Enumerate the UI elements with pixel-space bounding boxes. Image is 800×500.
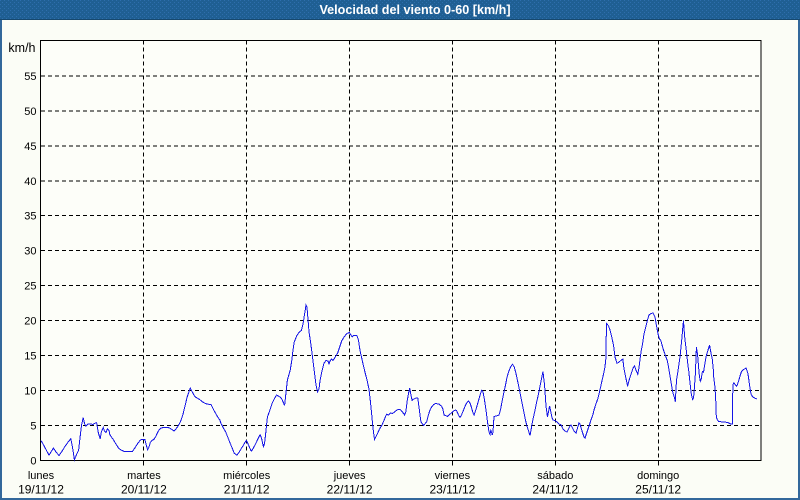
svg-text:15: 15	[24, 351, 36, 363]
svg-text:25: 25	[24, 281, 36, 293]
svg-text:19/11/12: 19/11/12	[18, 483, 64, 497]
svg-text:martes: martes	[127, 470, 161, 482]
svg-text:sábado: sábado	[537, 470, 573, 482]
svg-text:20: 20	[24, 316, 36, 328]
svg-text:30: 30	[24, 246, 36, 258]
svg-text:10: 10	[24, 386, 36, 398]
svg-text:viernes: viernes	[435, 470, 471, 482]
svg-text:40: 40	[24, 176, 36, 188]
svg-text:domingo: domingo	[637, 470, 679, 482]
svg-text:23/11/12: 23/11/12	[429, 483, 475, 497]
svg-text:24/11/12: 24/11/12	[532, 483, 578, 497]
svg-text:50: 50	[24, 106, 36, 118]
svg-text:jueves: jueves	[333, 470, 366, 482]
svg-text:20/11/12: 20/11/12	[121, 483, 167, 497]
svg-text:lunes: lunes	[28, 470, 55, 482]
svg-text:Velocidad del viento 0-60 [km/: Velocidad del viento 0-60 [km/h]	[319, 3, 510, 17]
svg-text:miércoles: miércoles	[223, 470, 271, 482]
svg-text:25/11/12: 25/11/12	[635, 483, 681, 497]
svg-text:5: 5	[30, 420, 36, 432]
svg-text:35: 35	[24, 211, 36, 223]
svg-text:55: 55	[24, 71, 36, 83]
svg-text:22/11/12: 22/11/12	[327, 483, 373, 497]
svg-text:21/11/12: 21/11/12	[224, 483, 270, 497]
svg-text:45: 45	[24, 141, 36, 153]
svg-text:0: 0	[30, 455, 36, 467]
svg-text:km/h: km/h	[8, 41, 35, 55]
